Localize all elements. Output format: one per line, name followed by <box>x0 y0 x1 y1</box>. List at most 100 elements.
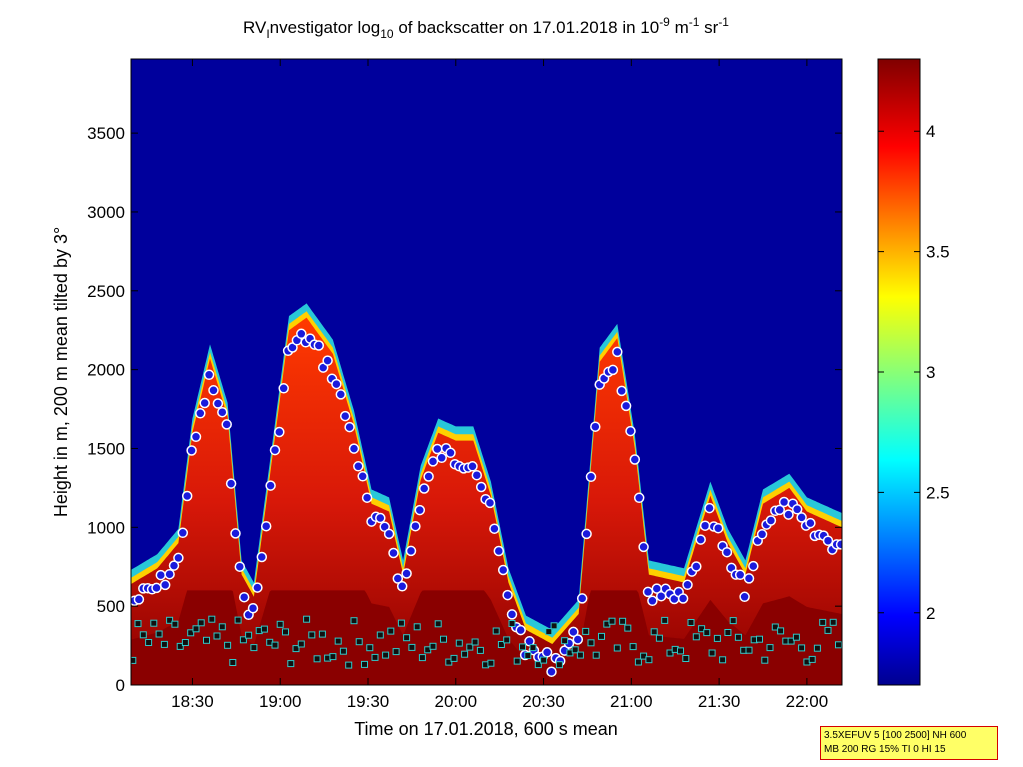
colorbar-ticks: 2 2.5 3 3.5 4 <box>878 122 950 623</box>
x-axis: 18:30 19:00 19:30 20:00 20:30 21:00 21:30 22:00 <box>171 59 828 711</box>
x-tick-label: 21:30 <box>698 692 741 711</box>
colorbar-tick-label: 4 <box>926 122 935 141</box>
cloud-base-marker <box>734 633 742 641</box>
cloud-top-marker <box>260 520 272 532</box>
cloud-top-marker <box>721 546 733 558</box>
cloud-top-marker <box>401 568 412 579</box>
cloud-top-marker <box>445 447 456 459</box>
cloud-top-marker <box>796 512 807 523</box>
cloud-top-marker <box>414 504 426 516</box>
cloud-base-marker <box>250 644 258 652</box>
cloud-top-marker <box>546 666 557 677</box>
cloud-base-marker <box>545 628 553 636</box>
cloud-base-marker <box>724 629 732 636</box>
cloud-top-marker <box>361 492 373 503</box>
cloud-base-marker <box>561 637 569 645</box>
x-tick-label: 19:00 <box>259 692 302 711</box>
cloud-top-marker <box>677 593 689 604</box>
cloud-base-marker <box>677 647 684 655</box>
cloud-base-marker <box>171 620 179 628</box>
cloud-top-marker <box>418 483 430 494</box>
cloud-base-marker <box>829 618 837 626</box>
cloud-base-marker <box>571 646 579 654</box>
cloud-top-marker <box>212 398 224 409</box>
cloud-base-marker <box>629 643 637 651</box>
cloud-top-marker <box>835 539 842 550</box>
cloud-top-marker <box>647 595 658 607</box>
cloud-base-marker <box>224 641 232 649</box>
cloud-base-marker <box>777 627 785 635</box>
x-tick-label: 20:00 <box>435 692 478 711</box>
cloud-base-marker <box>771 623 779 631</box>
cloud-top-marker <box>190 431 202 443</box>
cloud-base-marker <box>318 630 326 638</box>
cloud-base-marker <box>413 623 421 631</box>
cloud-base-marker <box>650 628 658 636</box>
cloud-top-marker <box>274 426 285 438</box>
x-tick-label: 20:30 <box>522 692 565 711</box>
y-axis-label: Height in m, 200 m mean tilted by 3° <box>51 227 71 517</box>
cloud-top-marker <box>791 504 803 515</box>
plot-area: 18:30 19:00 19:30 20:00 20:30 21:00 21:30 22:00… <box>87 58 843 711</box>
cloud-base-marker <box>550 622 558 630</box>
cloud-top-marker <box>489 523 500 534</box>
cloud-base-marker <box>271 641 279 649</box>
x-axis-label: Time on 17.01.2018, 600 s mean <box>354 719 618 739</box>
cloud-base-marker <box>155 630 163 638</box>
y-tick-label: 3000 <box>87 203 125 222</box>
cloud-top-marker <box>743 573 755 584</box>
cloud-top-marker <box>756 529 768 540</box>
cloud-top-marker <box>436 452 447 464</box>
cloud-top-marker <box>217 406 228 418</box>
y-tick-label: 2500 <box>87 282 125 301</box>
cloud-top-marker <box>497 564 509 576</box>
cloud-base-marker <box>387 627 395 635</box>
cloud-base-marker <box>397 619 405 627</box>
cloud-top-marker <box>375 512 386 524</box>
cloud-base-marker <box>192 625 200 633</box>
cloud-base-marker <box>503 636 511 644</box>
cloud-top-marker <box>691 561 702 572</box>
cloud-top-marker <box>173 552 184 564</box>
cloud-top-marker <box>155 569 167 581</box>
cloud-base-marker <box>461 650 469 658</box>
cloud-top-marker <box>712 522 724 534</box>
cloud-base-marker <box>313 655 321 663</box>
cloud-top-marker <box>331 378 342 390</box>
cloud-base-marker <box>429 642 437 650</box>
cloud-base-marker <box>145 639 153 646</box>
colorbar-tick-label: 2.5 <box>926 483 950 502</box>
cloud-top-marker <box>568 626 579 638</box>
cloud-base-marker <box>634 658 642 666</box>
cloud-top-marker <box>278 383 289 394</box>
cloud-top-marker <box>484 497 496 509</box>
cloud-top-marker <box>612 346 623 358</box>
cloud-base-marker <box>698 625 706 633</box>
cloud-base-marker <box>645 656 653 664</box>
cloud-base-marker <box>131 656 137 664</box>
cloud-base-marker <box>134 620 142 628</box>
cloud-top-marker <box>607 364 619 376</box>
cloud-base-marker <box>350 617 358 625</box>
cloud-top-marker <box>396 581 408 592</box>
cloud-base-marker <box>160 640 168 648</box>
cloud-top-marker <box>423 471 434 482</box>
cloud-base-marker <box>519 643 526 651</box>
cloud-top-marker <box>234 561 246 572</box>
cloud-top-marker <box>383 528 395 540</box>
cloud-base-marker <box>619 617 627 625</box>
cloud-base-marker <box>624 624 632 632</box>
cloud-top-marker <box>151 582 162 594</box>
cloud-base-marker <box>408 643 416 651</box>
cloud-top-marker <box>629 454 641 465</box>
colorbar-tick-label: 2 <box>926 604 935 623</box>
cloud-base-marker <box>197 619 205 627</box>
cloud-top-marker <box>502 589 513 601</box>
y-tick-label: 0 <box>116 676 125 695</box>
cloud-base-marker <box>292 645 300 653</box>
cloud-top-marker <box>322 355 333 366</box>
cloud-base-marker <box>766 644 774 652</box>
cloud-base-marker <box>655 634 663 642</box>
cloud-top-marker <box>221 419 232 430</box>
